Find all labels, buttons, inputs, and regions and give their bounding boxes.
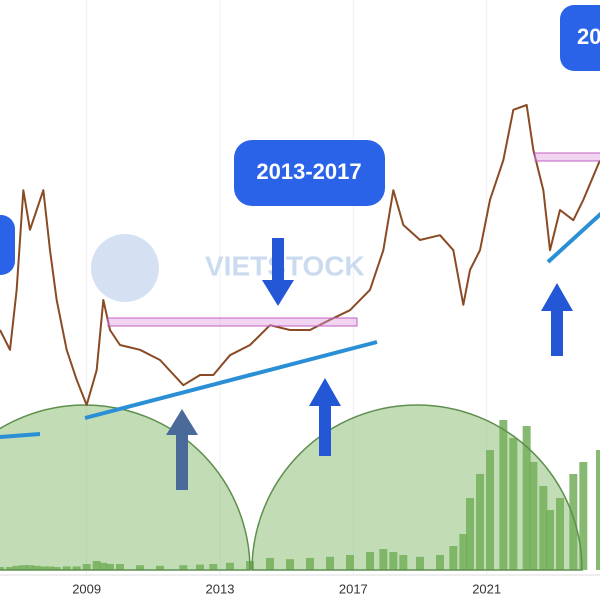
volume-bar [556, 498, 564, 570]
arrow-up [166, 409, 198, 490]
arrow-up [309, 378, 341, 456]
volume-bar [209, 564, 218, 570]
volume-bar [156, 565, 164, 570]
volume-bar [459, 534, 468, 570]
volume-bar [266, 558, 274, 570]
arc-right [251, 404, 583, 571]
grid [86, 0, 488, 575]
volume-bar [12, 565, 21, 570]
volume-bar [579, 462, 588, 570]
x-tick-label: 2017 [339, 581, 368, 596]
volume-bar [546, 510, 554, 570]
volume-bar [179, 565, 188, 570]
volume-bar [449, 546, 458, 570]
volume-bar [499, 420, 508, 570]
volume-bar [306, 558, 314, 570]
volume-bar [32, 565, 41, 570]
callout-text: 2013-2017 [256, 159, 361, 184]
arrows [166, 238, 573, 490]
volume-bar [399, 555, 408, 570]
volume-bar [106, 564, 114, 570]
trend-line [0, 432, 41, 439]
callout-text: 20 [577, 24, 600, 49]
resistance-box [107, 317, 358, 327]
x-axis: 2009 2013 2017 2021 [0, 574, 600, 596]
volume-bar [416, 556, 424, 570]
volume-bar [466, 498, 474, 570]
volume-bar [46, 566, 54, 570]
callout [560, 5, 600, 71]
volume-bar [486, 450, 494, 570]
volume [0, 420, 600, 570]
volume-bar [0, 567, 4, 570]
volume-bar [26, 565, 34, 570]
callout [0, 215, 15, 275]
volume-bar [379, 549, 388, 570]
volume-bar [226, 562, 234, 570]
callout [234, 140, 385, 206]
price [0, 104, 600, 406]
x-tick-label: 2009 [72, 581, 101, 596]
volume-bar [476, 474, 484, 570]
trend-line [546, 211, 600, 264]
volume-bar [389, 552, 398, 570]
volume-bar [196, 564, 204, 570]
volume-bar [436, 555, 444, 570]
x-tick-label: 2021 [472, 581, 501, 596]
price-line [0, 104, 600, 406]
watermark: VIETSTOCK [205, 250, 365, 281]
volume-bar [529, 462, 538, 570]
resistance-box [534, 152, 600, 162]
volume-bar [346, 555, 354, 570]
volume-bar [62, 566, 71, 570]
volume-bar [92, 561, 101, 570]
arrow-down [262, 238, 294, 306]
x-tick-label: 2013 [206, 581, 235, 596]
volume-bar [136, 565, 144, 570]
volume-bar [539, 486, 548, 570]
arrow-up [541, 283, 573, 356]
volume-bar [52, 567, 61, 570]
watermark-logo [91, 234, 159, 302]
volume-bar [116, 564, 124, 570]
volume-bar [596, 450, 600, 570]
volume-bar [326, 556, 334, 570]
volume-bar [522, 426, 531, 570]
volume-bar [6, 567, 14, 570]
volume-bar [99, 562, 108, 570]
trend-line [84, 340, 378, 420]
volume-bar [19, 565, 28, 570]
volume-bar [72, 566, 81, 570]
volume-bar [366, 552, 374, 570]
volume-bar [569, 474, 578, 570]
volume-bar [286, 559, 294, 570]
volume-bar [82, 564, 91, 570]
volume-bar [39, 566, 48, 570]
volume-bar [509, 438, 518, 570]
